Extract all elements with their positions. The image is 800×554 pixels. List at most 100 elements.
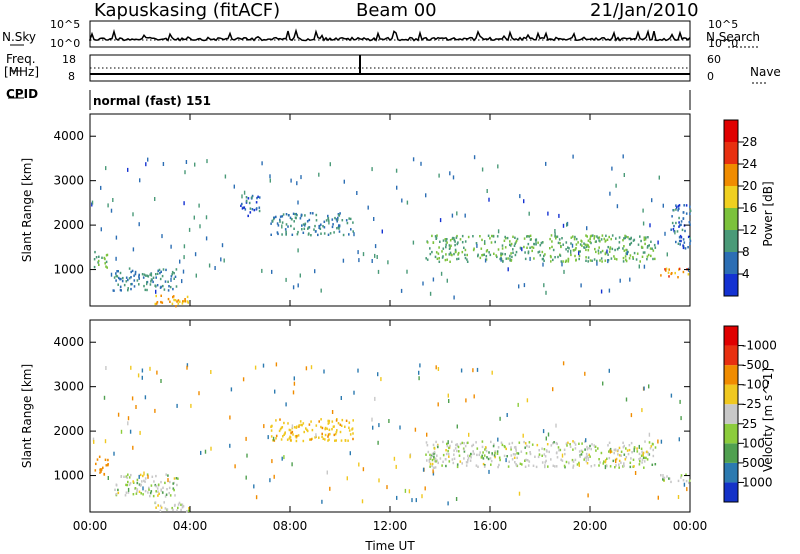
- scatter-cell: [447, 449, 449, 453]
- scatter-cell: [352, 419, 354, 422]
- scatter-cell: [372, 425, 374, 430]
- scatter-cell: [481, 445, 484, 449]
- scatter-cell: [601, 249, 604, 253]
- scatter-cell: [639, 460, 641, 463]
- scatter-cell: [103, 256, 106, 260]
- velocity-colorbar-label: Velocity [m s^-1]: [761, 367, 775, 473]
- scatter-cell: [138, 490, 141, 493]
- scatter-cell: [308, 423, 311, 426]
- scatter-cell: [134, 270, 137, 274]
- scatter-cell: [452, 461, 455, 465]
- scatter-cell: [572, 249, 575, 252]
- scatter-cell: [681, 228, 684, 232]
- scatter-cell: [573, 238, 576, 241]
- scatter-cell: [453, 237, 455, 240]
- scatter-cell: [146, 281, 148, 286]
- scatter-cell: [149, 491, 152, 495]
- colorbar-tick-label: 16: [742, 201, 757, 215]
- scatter-cell: [574, 447, 577, 450]
- scatter-cell: [482, 253, 484, 257]
- scatter-cell: [682, 211, 685, 214]
- scatter-cell: [515, 250, 518, 254]
- scatter-cell: [172, 482, 174, 485]
- scatter-cell: [426, 459, 428, 462]
- scatter-cell: [654, 257, 656, 261]
- scatter-cell: [641, 458, 644, 461]
- scatter-cell: [653, 243, 656, 247]
- scatter-cell: [484, 446, 487, 449]
- scatter-cell: [675, 221, 677, 225]
- scatter-cell: [678, 225, 680, 228]
- scatter-cell: [183, 201, 185, 206]
- scatter-cell: [528, 441, 531, 444]
- scatter-cell: [388, 419, 390, 423]
- scatter-cell: [454, 243, 456, 247]
- scatter-cell: [281, 426, 284, 429]
- scatter-cell: [181, 279, 183, 284]
- scatter-cell: [349, 433, 352, 436]
- scatter-cell: [665, 267, 668, 270]
- scatter-cell: [567, 250, 569, 253]
- scatter-cell: [456, 211, 458, 216]
- scatter-cell: [566, 444, 568, 447]
- scatter-cell: [127, 491, 130, 494]
- scatter-cell: [449, 171, 451, 176]
- scatter-cell: [503, 454, 506, 458]
- colorbar-tick-label: -500: [742, 358, 769, 372]
- scatter-cell: [539, 244, 542, 247]
- scatter-cell: [448, 244, 451, 247]
- scatter-cell: [352, 432, 354, 435]
- scatter-cell: [143, 479, 145, 483]
- scatter-cell: [585, 245, 588, 248]
- scatter-cell: [302, 422, 305, 425]
- scatter-cell: [349, 451, 351, 456]
- scatter-cell: [422, 467, 425, 472]
- scatter-cell: [556, 442, 558, 446]
- scatter-cell: [434, 460, 436, 463]
- scatter-cell: [165, 473, 167, 476]
- scatter-cell: [253, 484, 255, 489]
- scatter-cell: [604, 460, 607, 464]
- scatter-cell: [294, 213, 296, 216]
- scatter-cell: [321, 435, 323, 438]
- scatter-cell: [301, 228, 303, 231]
- scatter-cell: [666, 252, 668, 257]
- scatter-cell: [679, 234, 682, 238]
- scatter-cell: [160, 294, 162, 297]
- scatter-cell: [604, 259, 607, 262]
- scatter-cell: [630, 241, 633, 245]
- scatter-cell: [445, 458, 447, 461]
- scatter-cell: [649, 223, 651, 228]
- scatter-cell: [583, 458, 585, 461]
- scatter-cell: [537, 455, 540, 459]
- scatter-cell: [325, 219, 328, 222]
- scatter-cell: [689, 242, 691, 245]
- scatter-cell: [263, 424, 265, 429]
- scatter-cell: [115, 235, 118, 240]
- noise-strip-frame: [89, 20, 691, 48]
- scatter-cell: [615, 237, 617, 240]
- scatter-cell: [663, 479, 665, 482]
- scatter-cell: [557, 446, 560, 449]
- scatter-cell: [517, 452, 520, 455]
- scatter-cell: [507, 465, 510, 468]
- scatter-cell: [302, 231, 305, 234]
- scatter-cell: [285, 230, 287, 233]
- xtick-label: 12:00: [373, 519, 408, 533]
- scatter-cell: [157, 504, 159, 507]
- scatter-cell: [446, 442, 448, 446]
- scatter-cell: [524, 251, 526, 254]
- scatter-cell: [170, 277, 172, 282]
- ytick-label: 3000: [53, 174, 84, 188]
- scatter-cell: [541, 447, 543, 450]
- scatter-cell: [170, 275, 173, 278]
- scatter-cell: [99, 471, 101, 474]
- scatter-cell: [529, 246, 531, 249]
- scatter-cell: [162, 486, 164, 489]
- scatter-cell: [628, 237, 631, 241]
- scatter-cell: [654, 446, 657, 449]
- scatter-cell: [133, 274, 135, 277]
- scatter-cell: [668, 477, 670, 480]
- scatter-cell: [521, 247, 523, 252]
- scatter-cell: [93, 258, 96, 261]
